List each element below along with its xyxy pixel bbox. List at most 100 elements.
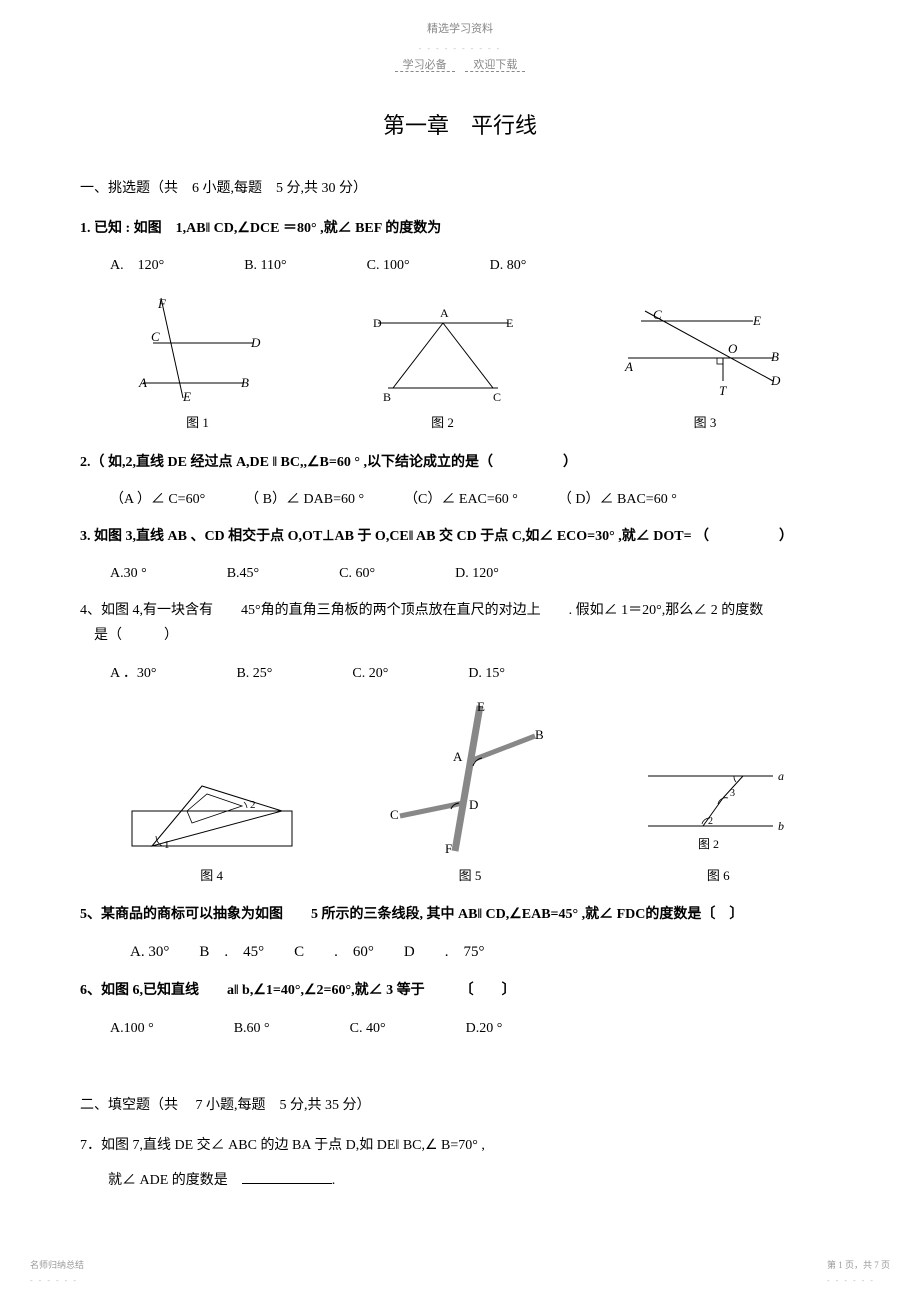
q6-optA: A.100 ° [110,1016,154,1041]
q2-optB: （ B）∠ DAB=60 ° [245,487,364,512]
q3-optD: D. 120° [455,561,499,586]
fig4-caption: 图 4 [122,864,302,887]
fig4-svg: 1 2 [122,776,302,856]
figures-row-1: F C D A B E 图 1 D A E B C 图 2 [80,293,840,434]
q2-optD: （ D）∠ BAC=60 ° [558,487,677,512]
fig1-F: F [157,296,167,311]
fig3-svg: C E A O B T D [623,303,788,403]
fig5-B: B [535,727,544,742]
fig5-A: A [453,749,463,764]
sub-header: 学习必备 欢迎下载 [80,56,840,76]
q1-optD: D. 80° [490,253,527,278]
q7-text2post: . [332,1173,336,1188]
fig6-svg: a b 3 2 图 2 [638,756,798,856]
q6-optD: D.20 ° [466,1016,503,1041]
q4-optC: C. 20° [352,661,388,686]
footer-dash-right: - - - - - - [827,1274,890,1288]
fig1-svg: F C D A B E [133,293,263,403]
fig5-F: F [445,841,452,856]
fig3-caption: 图 3 [623,411,788,434]
q4-optA: A ．30° [110,661,156,686]
fig5-svg: E B A C D F [385,701,555,856]
fig2-B: B [383,390,391,403]
q2-optA: （A ）∠ C=60° [110,487,205,512]
q6-text: 6、如图 6,已知直线 a‖ b,∠1=40°,∠2=60°,就∠ 3 等于 〔… [80,983,516,998]
figure-3: C E A O B T D 图 3 [623,303,788,434]
page-footer: 名师归纳总结 - - - - - - 第 1 页，共 7 页 - - - - -… [30,1257,890,1288]
fig2-caption: 图 2 [368,411,518,434]
fig5-C: C [390,807,399,822]
q1-text: 1. 已知 : 如图 1,AB‖ CD,∠DCE ＝80° ,就∠ BEF 的度… [80,221,441,236]
q2-optC: （C）∠ EAC=60 ° [404,487,518,512]
fig4-1: 1 [164,839,170,851]
fig6-2: 2 [708,816,713,827]
question-3: 3. 如图 3,直线 AB 、CD 相交于点 O,OT⊥AB 于 O,CE‖ A… [80,524,840,549]
fig3-O: O [728,341,738,356]
fig6-a: a [778,769,784,783]
q3-options: A.30 ° B.45° C. 60° D. 120° [110,561,840,586]
q2-options: （A ）∠ C=60° （ B）∠ DAB=60 ° （C）∠ EAC=60 °… [110,487,840,512]
q6-optC: C. 40° [350,1016,386,1041]
blank-line [242,1183,332,1184]
q5-optA: A. 30° [130,939,169,966]
q5-optC: C . 60° [294,939,374,966]
fig1-E: E [182,389,191,403]
q3-optB: B.45° [227,561,259,586]
q4-text2: 是（ ） [94,623,840,648]
footer-right: 第 1 页，共 7 页 [827,1257,890,1273]
q3-text: 3. 如图 3,直线 AB 、CD 相交于点 O,OT⊥AB 于 O,CE‖ A… [80,529,793,544]
section2-heading: 二、填空题（共 7 小题,每题 5 分,共 35 分） [80,1093,840,1118]
q4-optD: D. 15° [468,661,505,686]
fig3-D: D [770,373,781,388]
fig1-D: D [250,335,261,350]
fig2-A: A [440,306,449,320]
fig5-E: E [477,701,485,714]
q4-text1: 4、如图 4,有一块含有 45°角的直角三角板的两个顶点放在直尺的对边上 . 假… [80,598,840,623]
fig1-caption: 图 1 [133,411,263,434]
footer-left: 名师归纳总结 [30,1257,84,1273]
fig4-2: 2 [250,799,256,811]
fig2-D: D [373,316,382,330]
q1-optC: C. 100° [367,253,410,278]
page-title: 第一章 平行线 [80,106,840,146]
fig2-svg: D A E B C [368,303,518,403]
question-6: 6、如图 6,已知直线 a‖ b,∠1=40°,∠2=60°,就∠ 3 等于 〔… [80,978,840,1003]
question-7: 7．如图 7,直线 DE 交∠ ABC 的边 BA 于点 D,如 DE‖ BC,… [80,1133,840,1193]
fig6-3: 3 [730,788,735,799]
q3-optA: A.30 ° [110,561,147,586]
dash-decoration: - - - - - - - - - - [80,42,840,56]
q1-optA: A. 120° [110,253,164,278]
q5-optD: D . 75° [404,939,485,966]
q7-text1: 7．如图 7,直线 DE 交∠ ABC 的边 BA 于点 D,如 DE‖ BC,… [80,1133,840,1158]
fig3-B: B [771,349,779,364]
fig1-C: C [151,329,160,344]
fig6-caption: 图 6 [638,864,798,887]
fig3-C: C [653,307,662,322]
top-header: 精选学习资料 [80,20,840,40]
q4-options: A ．30° B. 25° C. 20° D. 15° [110,661,840,686]
footer-dash-left: - - - - - - [30,1274,84,1288]
sub-header-left: 学习必备 [395,59,455,72]
figures-row-2: 1 2 图 4 E B A C D F 图 5 [80,701,840,887]
fig6-cap: 图 2 [698,837,719,851]
q1-optB: B. 110° [244,253,286,278]
fig2-C: C [493,390,501,403]
fig5-caption: 图 5 [385,864,555,887]
q6-optB: B.60 ° [234,1016,270,1041]
q5-options: A. 30° B . 45° C . 60° D . 75° [130,939,840,966]
q1-options: A. 120° B. 110° C. 100° D. 80° [110,253,840,278]
q4-optB: B. 25° [236,661,272,686]
question-4: 4、如图 4,有一块含有 45°角的直角三角板的两个顶点放在直尺的对边上 . 假… [80,598,840,648]
figure-1: F C D A B E 图 1 [133,293,263,434]
fig5-D: D [469,797,478,812]
fig2-E: E [506,316,513,330]
figure-4: 1 2 图 4 [122,776,302,887]
q3-optC: C. 60° [339,561,375,586]
question-1: 1. 已知 : 如图 1,AB‖ CD,∠DCE ＝80° ,就∠ BEF 的度… [80,216,840,241]
section1-heading: 一、挑选题（共 6 小题,每题 5 分,共 30 分） [80,176,840,201]
sub-header-right: 欢迎下载 [465,59,525,72]
figure-6: a b 3 2 图 2 图 6 [638,756,798,887]
fig3-T: T [719,383,727,398]
q7-text2pre: 就∠ ADE 的度数是 [108,1173,242,1188]
figure-5: E B A C D F 图 5 [385,701,555,887]
